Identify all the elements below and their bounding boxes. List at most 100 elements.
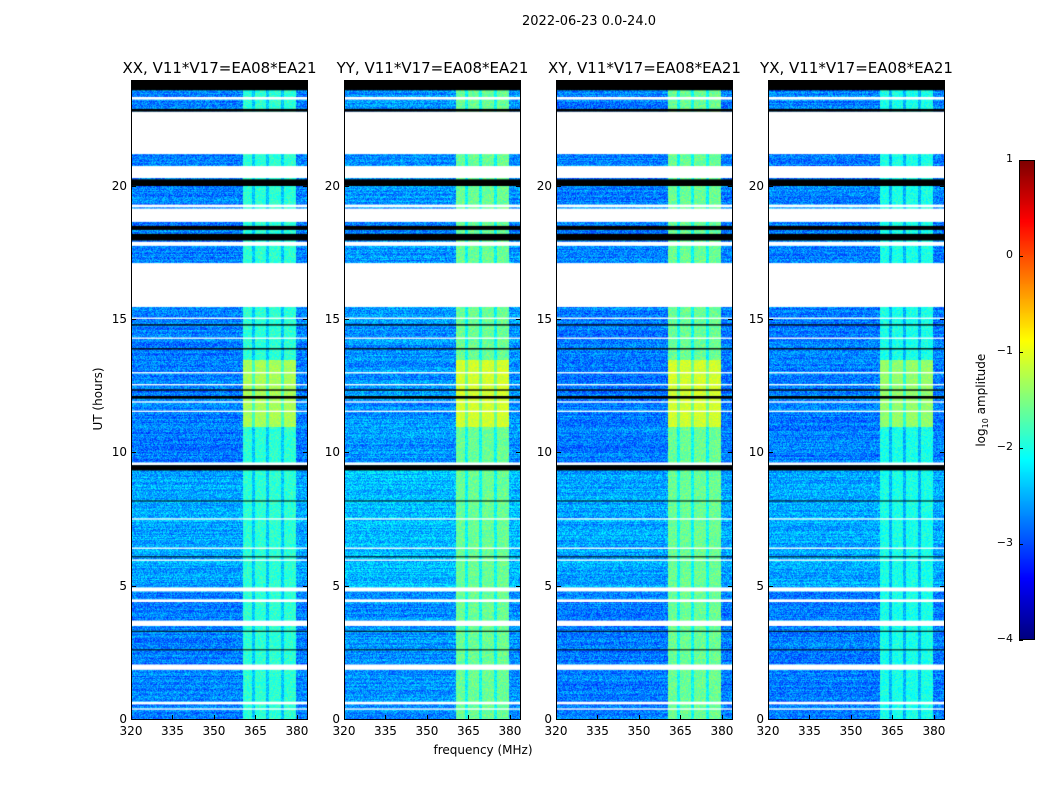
y-tick-mark xyxy=(940,585,945,587)
x-tick-mark xyxy=(597,715,599,720)
x-tick-label: 380 xyxy=(922,724,946,738)
x-tick-mark xyxy=(556,80,557,85)
x-tick-mark xyxy=(255,80,257,85)
waterfall-panel-0 xyxy=(131,80,308,720)
x-tick-mark xyxy=(468,80,470,85)
y-tick-mark xyxy=(344,319,349,320)
y-tick-mark xyxy=(940,719,945,720)
y-tick-label: 10 xyxy=(324,445,340,460)
y-tick-mark xyxy=(556,185,561,187)
waterfall-heatmap xyxy=(557,81,732,719)
y-tick-label: 20 xyxy=(748,178,764,193)
panel-title: XX, V11*V17=EA08*EA21 xyxy=(122,59,317,77)
x-tick-mark xyxy=(597,80,599,85)
x-tick-label: 365 xyxy=(244,724,267,738)
figure-title: 2022-06-23 0.0-24.0 xyxy=(522,14,656,29)
waterfall-panel-1 xyxy=(344,80,521,720)
x-axis-label: frequency (MHz) xyxy=(433,743,533,757)
y-tick-mark xyxy=(768,452,773,454)
y-tick-mark xyxy=(940,185,945,187)
y-tick-label: 10 xyxy=(111,445,127,460)
waterfall-heatmap xyxy=(769,81,944,719)
x-tick-mark xyxy=(426,80,428,85)
colorbar-tick-label: −1 xyxy=(996,344,1013,357)
y-tick-label: 0 xyxy=(544,712,552,726)
y-tick-label: 20 xyxy=(536,178,552,193)
y-tick-label: 20 xyxy=(111,178,127,193)
x-tick-mark xyxy=(768,80,769,85)
x-tick-mark xyxy=(296,80,298,85)
y-tick-mark xyxy=(556,585,561,587)
y-tick-mark xyxy=(516,452,521,454)
y-tick-mark xyxy=(344,185,349,187)
colorbar-tick-mark xyxy=(1019,448,1023,449)
y-tick-label: 15 xyxy=(324,312,340,326)
x-tick-label: 335 xyxy=(374,724,397,738)
y-tick-mark xyxy=(303,585,308,587)
x-tick-mark xyxy=(933,80,935,85)
y-tick-label: 15 xyxy=(111,312,127,326)
x-tick-mark xyxy=(768,715,769,720)
y-tick-label: 0 xyxy=(332,712,340,726)
x-tick-label: 350 xyxy=(627,724,651,738)
y-tick-mark xyxy=(303,319,308,320)
x-tick-mark xyxy=(385,80,387,85)
x-tick-label: 380 xyxy=(498,724,522,738)
x-tick-mark xyxy=(172,80,174,85)
y-tick-mark xyxy=(516,719,521,720)
colorbar-tick-label: −2 xyxy=(996,440,1013,453)
x-tick-mark xyxy=(509,80,511,85)
x-tick-mark xyxy=(131,715,132,720)
x-tick-label: 350 xyxy=(415,724,439,738)
y-tick-mark xyxy=(131,185,136,187)
colorbar-tick-label: −4 xyxy=(996,632,1013,645)
colorbar-label-main: log xyxy=(973,428,988,447)
waterfall-heatmap xyxy=(345,81,520,719)
x-tick-label: 335 xyxy=(798,724,821,738)
colorbar xyxy=(1019,160,1035,640)
y-tick-mark xyxy=(516,319,521,320)
colorbar-label: log10 amplitude xyxy=(974,345,990,455)
y-tick-label: 5 xyxy=(119,578,127,593)
y-tick-label: 15 xyxy=(748,312,764,326)
colorbar-label-rest: amplitude xyxy=(973,353,988,419)
x-tick-mark xyxy=(721,80,723,85)
x-tick-mark xyxy=(721,715,723,720)
y-axis-label: UT (hours) xyxy=(91,367,105,431)
y-tick-mark xyxy=(344,719,349,720)
y-tick-mark xyxy=(556,719,561,720)
x-tick-mark xyxy=(850,80,852,85)
colorbar-tick-mark xyxy=(1019,640,1023,641)
panel-title: YY, V11*V17=EA08*EA21 xyxy=(336,59,529,77)
x-tick-mark xyxy=(213,80,215,85)
y-tick-mark xyxy=(940,319,945,320)
x-tick-mark xyxy=(344,715,345,720)
x-tick-mark xyxy=(809,80,811,85)
y-tick-mark xyxy=(556,452,561,454)
colorbar-label-sub: 10 xyxy=(981,418,991,429)
x-tick-mark xyxy=(426,715,428,720)
x-tick-label: 350 xyxy=(202,724,226,738)
panel-title: XY, V11*V17=EA08*EA21 xyxy=(548,59,741,77)
colorbar-tick-mark xyxy=(1019,544,1023,545)
y-tick-mark xyxy=(556,319,561,320)
y-tick-label: 0 xyxy=(756,712,764,726)
x-tick-label: 380 xyxy=(285,724,309,738)
x-tick-mark xyxy=(131,80,132,85)
y-tick-mark xyxy=(940,452,945,454)
x-tick-mark xyxy=(556,715,557,720)
y-tick-label: 10 xyxy=(536,445,552,460)
x-tick-mark xyxy=(809,715,811,720)
y-tick-label: 5 xyxy=(332,578,340,593)
colorbar-tick-label: −3 xyxy=(996,536,1013,549)
y-tick-mark xyxy=(728,319,733,320)
colorbar-tick-label: 1 xyxy=(1006,152,1013,165)
waterfall-panel-3 xyxy=(768,80,945,720)
x-tick-mark xyxy=(892,715,894,720)
y-tick-label: 10 xyxy=(748,445,764,460)
x-tick-mark xyxy=(933,715,935,720)
x-tick-label: 335 xyxy=(586,724,609,738)
x-tick-label: 335 xyxy=(161,724,184,738)
y-tick-mark xyxy=(131,319,136,320)
panel-title: YX, V11*V17=EA08*EA21 xyxy=(760,59,953,77)
